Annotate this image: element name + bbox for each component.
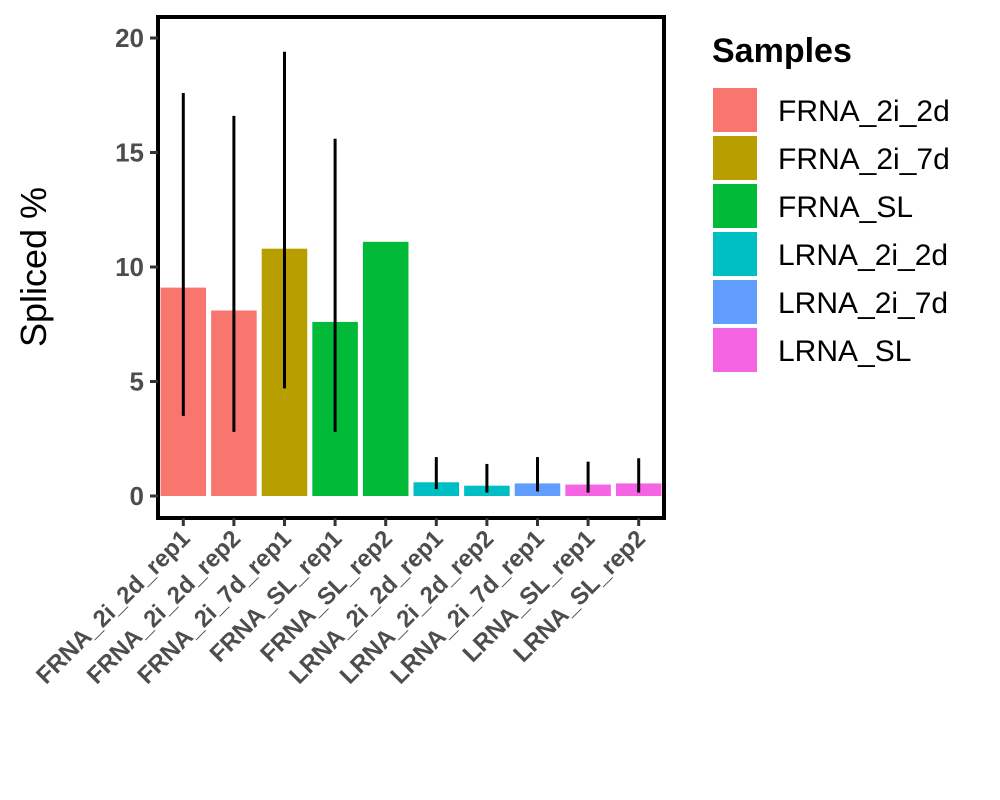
legend-swatch-FRNA_2i_7d bbox=[713, 136, 757, 180]
legend-swatch-FRNA_2i_2d bbox=[713, 88, 757, 132]
legend-swatch-FRNA_SL bbox=[713, 184, 757, 228]
y-tick-label: 20 bbox=[115, 23, 144, 53]
errorbars-layer bbox=[181, 51, 641, 493]
y-tick-label: 5 bbox=[130, 367, 144, 397]
legend-title: Samples bbox=[712, 32, 852, 70]
y-tick-label: 15 bbox=[115, 138, 144, 168]
legend-swatch-LRNA_SL bbox=[713, 328, 757, 372]
y-tick-label: 0 bbox=[130, 481, 144, 511]
legend-swatch-LRNA_2i_2d bbox=[713, 232, 757, 276]
legend-swatch-LRNA_2i_7d bbox=[713, 280, 757, 324]
legend-label-LRNA_SL: LRNA_SL bbox=[778, 335, 911, 368]
bars-layer bbox=[160, 241, 662, 496]
legend-label-LRNA_2i_7d: LRNA_2i_7d bbox=[778, 287, 948, 320]
y-axis: 0 5 10 15 20 bbox=[115, 23, 158, 511]
y-tick-label: 10 bbox=[115, 252, 144, 282]
legend-label-FRNA_2i_2d: FRNA_2i_2d bbox=[778, 95, 950, 128]
x-axis: FRNA_2i_2d_rep1FRNA_2i_2d_rep2FRNA_2i_7d… bbox=[31, 518, 651, 689]
y-axis-title: Spliced % bbox=[13, 187, 54, 347]
legend-label-FRNA_SL: FRNA_SL bbox=[778, 191, 913, 224]
legend-label-LRNA_2i_2d: LRNA_2i_2d bbox=[778, 239, 948, 272]
bar-FRNA_SL_rep2 bbox=[362, 241, 409, 496]
legend: FRNA_2i_2d FRNA_2i_7d FRNA_SL LRNA_2i_2d LRN… bbox=[713, 88, 950, 372]
legend-label-FRNA_2i_7d: FRNA_2i_7d bbox=[778, 143, 950, 176]
